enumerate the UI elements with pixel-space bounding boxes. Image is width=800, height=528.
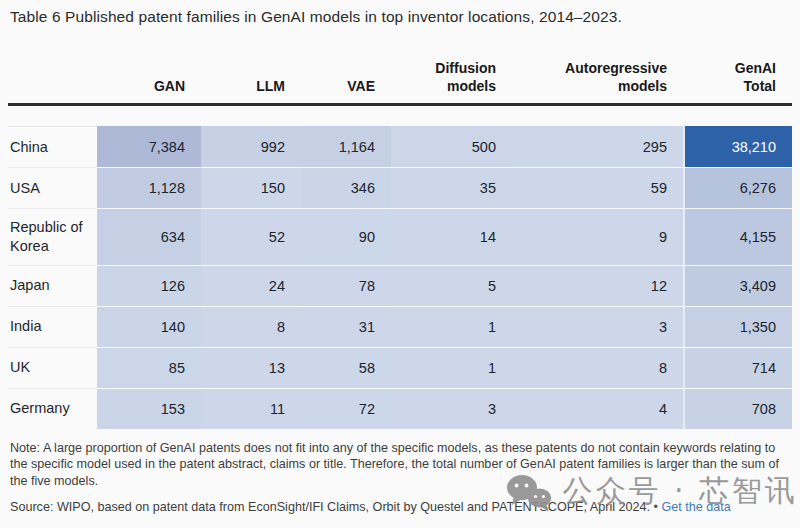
cell-autoregressive-models: 8 [512, 347, 683, 388]
cell-genai-total: 4,155 [683, 208, 792, 265]
cell-vae: 72 [301, 388, 391, 429]
patent-table: GANLLMVAEDiffusion modelsAutoregressive … [8, 48, 792, 429]
cell-genai-total: 708 [683, 388, 792, 429]
table-title: Table 6 Published patent families in Gen… [10, 8, 790, 26]
cell-genai-total: 714 [683, 347, 792, 388]
cell-llm: 150 [201, 167, 301, 208]
cell-llm: 52 [201, 208, 301, 265]
column-header-gan: GAN [97, 77, 201, 103]
cell-autoregressive-models: 59 [512, 167, 683, 208]
cell-diffusion-models: 1 [391, 347, 512, 388]
get-the-data-link[interactable]: Get the data [661, 500, 730, 514]
cell-llm: 24 [201, 265, 301, 306]
header-gap [8, 106, 792, 127]
row-label: UK [8, 347, 97, 388]
row-label: Germany [8, 388, 97, 429]
table-row-germany: Germany153117234708 [8, 388, 792, 429]
row-label: China [8, 126, 97, 167]
cell-autoregressive-models: 4 [512, 388, 683, 429]
cell-genai-total: 6,276 [683, 167, 792, 208]
cell-diffusion-models: 3 [391, 388, 512, 429]
cell-vae: 90 [301, 208, 391, 265]
cell-llm: 8 [201, 306, 301, 347]
cell-gan: 126 [97, 265, 201, 306]
table-row-india: India140831131,350 [8, 306, 792, 347]
column-header-llm: LLM [201, 77, 301, 103]
cell-vae: 58 [301, 347, 391, 388]
cell-diffusion-models: 14 [391, 208, 512, 265]
cell-diffusion-models: 500 [391, 126, 512, 167]
cell-genai-total: 38,210 [683, 126, 792, 167]
cell-gan: 1,128 [97, 167, 201, 208]
cell-vae: 346 [301, 167, 391, 208]
page: Table 6 Published patent families in Gen… [0, 0, 800, 528]
row-label: India [8, 306, 97, 347]
cell-autoregressive-models: 295 [512, 126, 683, 167]
footer: Note: A large proportion of GenAI patent… [10, 440, 792, 515]
table-row-japan: Japan12624785123,409 [8, 265, 792, 306]
cell-autoregressive-models: 3 [512, 306, 683, 347]
cell-autoregressive-models: 9 [512, 208, 683, 265]
source-text: Source: WIPO, based on patent data from … [10, 500, 650, 514]
table-row-china: China7,3849921,16450029538,210 [8, 126, 792, 167]
cell-vae: 31 [301, 306, 391, 347]
row-label: Japan [8, 265, 97, 306]
table-note: Note: A large proportion of GenAI patent… [10, 440, 792, 489]
cell-autoregressive-models: 12 [512, 265, 683, 306]
cell-gan: 634 [97, 208, 201, 265]
cell-diffusion-models: 1 [391, 306, 512, 347]
cell-vae: 78 [301, 265, 391, 306]
cell-llm: 992 [201, 126, 301, 167]
row-label: Republic of Korea [8, 208, 97, 265]
cell-genai-total: 3,409 [683, 265, 792, 306]
cell-gan: 153 [97, 388, 201, 429]
table-body: China7,3849921,16450029538,210USA1,12815… [8, 126, 792, 429]
source-line: Source: WIPO, based on patent data from … [10, 499, 792, 515]
cell-diffusion-models: 5 [391, 265, 512, 306]
table-row-republic-of-korea: Republic of Korea63452901494,155 [8, 208, 792, 265]
row-label: USA [8, 167, 97, 208]
column-header-diffusion-models: Diffusion models [391, 59, 512, 103]
cell-genai-total: 1,350 [683, 306, 792, 347]
header-cell-empty [8, 95, 97, 103]
cell-vae: 1,164 [301, 126, 391, 167]
column-header-vae: VAE [301, 77, 391, 103]
column-header-autoregressive-models: Autoregressive models [512, 59, 683, 103]
cell-gan: 85 [97, 347, 201, 388]
cell-gan: 140 [97, 306, 201, 347]
cell-llm: 11 [201, 388, 301, 429]
column-header-genai-total: GenAI Total [683, 59, 792, 103]
cell-llm: 13 [201, 347, 301, 388]
table-header-row: GANLLMVAEDiffusion modelsAutoregressive … [8, 48, 792, 103]
cell-diffusion-models: 35 [391, 167, 512, 208]
cell-gan: 7,384 [97, 126, 201, 167]
table-row-uk: UK85135818714 [8, 347, 792, 388]
table-row-usa: USA1,12815034635596,276 [8, 167, 792, 208]
